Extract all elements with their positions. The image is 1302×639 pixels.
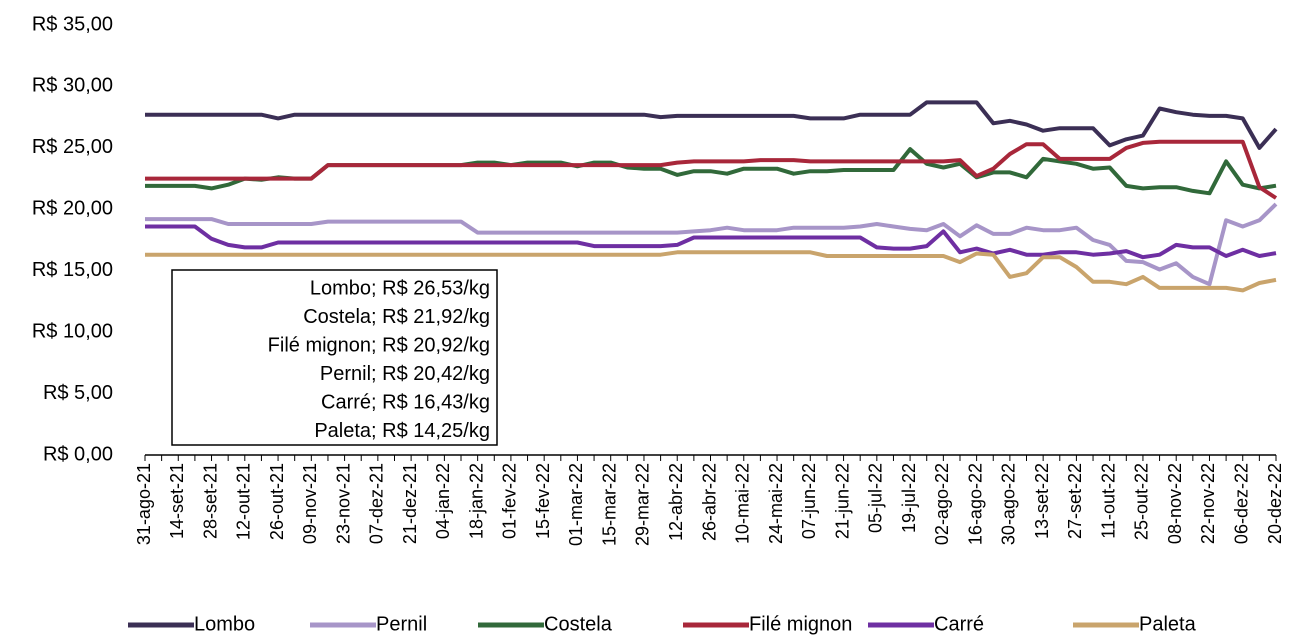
series-line (145, 224, 1277, 260)
legend-label: Pernil (376, 613, 427, 635)
x-tick-label: 30-ago-22 (999, 463, 1019, 545)
x-tick-label: 26-abr-22 (699, 463, 719, 541)
x-tick-label: 24-mai-22 (766, 463, 786, 544)
annotation-text: Carré; R$ 16,43/kg (321, 391, 490, 413)
y-tick-label: R$ 30,00 (32, 75, 113, 97)
y-tick-label: R$ 5,00 (43, 382, 113, 404)
x-tick-label: 21-jun-22 (832, 463, 852, 539)
x-tick-label: 01-mar-22 (566, 463, 586, 546)
legend-label: Filé mignon (749, 613, 852, 635)
x-tick-label: 31-ago-21 (134, 463, 154, 545)
x-tick-label: 27-set-22 (1065, 463, 1085, 539)
x-tick-label: 15-mar-22 (599, 463, 619, 546)
y-tick-label: R$ 25,00 (32, 136, 113, 158)
legend-label: Carré (934, 613, 984, 635)
x-tick-label: 26-out-21 (267, 463, 287, 540)
x-tick-label: 07-jun-22 (799, 463, 819, 539)
annotation-text: Lombo; R$ 26,53/kg (310, 277, 490, 299)
legend-label: Lombo (194, 613, 255, 635)
x-tick-label: 28-set-21 (200, 463, 220, 539)
x-tick-label: 11-out-22 (1098, 463, 1118, 539)
x-tick-label: 15-fev-22 (533, 463, 553, 539)
annotation-text: Costela; R$ 21,92/kg (303, 306, 490, 328)
x-tick-label: 01-fev-22 (500, 463, 520, 539)
y-tick-label: R$ 10,00 (32, 320, 113, 342)
x-tick-label: 25-out-22 (1132, 463, 1152, 540)
x-tick-label: 09-nov-21 (300, 463, 320, 544)
y-tick-label: R$ 35,00 (32, 13, 113, 35)
x-tick-label: 02-ago-22 (932, 463, 952, 545)
x-tick-label: 21-dez-21 (400, 463, 420, 544)
legend-label: Paleta (1139, 613, 1197, 635)
x-tick-label: 07-dez-21 (367, 463, 387, 544)
x-tick-label: 13-set-22 (1032, 463, 1052, 539)
x-tick-label: 22-nov-22 (1198, 463, 1218, 544)
series-line (145, 100, 1278, 150)
x-tick-label: 23-nov-21 (333, 463, 353, 544)
legend-label: Costela (544, 613, 613, 635)
y-tick-label: R$ 0,00 (43, 443, 113, 465)
y-tick-label: R$ 15,00 (32, 259, 113, 281)
annotation-text: Filé mignon; R$ 20,92/kg (268, 334, 490, 356)
x-tick-label: 14-set-21 (167, 463, 187, 539)
annotation-text: Pernil; R$ 20,42/kg (320, 363, 490, 385)
x-tick-label: 08-nov-22 (1165, 463, 1185, 544)
series-line (145, 139, 1278, 200)
series-line (145, 202, 1278, 287)
x-tick-label: 19-jul-22 (899, 463, 919, 533)
x-tick-label: 20-dez-22 (1265, 463, 1285, 544)
x-tick-label: 10-mai-22 (733, 463, 753, 544)
series-line (145, 250, 1277, 293)
series-line (145, 147, 1277, 196)
x-tick-label: 04-jan-22 (433, 463, 453, 539)
y-tick-label: R$ 20,00 (32, 198, 113, 220)
annotation-box (171, 269, 498, 446)
x-tick-label: 16-ago-22 (965, 463, 985, 545)
x-tick-label: 05-jul-22 (866, 463, 886, 533)
x-tick-label: 29-mar-22 (633, 463, 653, 546)
x-tick-label: 12-abr-22 (666, 463, 686, 541)
annotation-text: Paleta; R$ 14,25/kg (314, 420, 490, 442)
x-tick-label: 06-dez-22 (1231, 463, 1251, 544)
x-tick-label: 18-jan-22 (466, 463, 486, 539)
x-tick-label: 12-out-21 (234, 463, 254, 540)
